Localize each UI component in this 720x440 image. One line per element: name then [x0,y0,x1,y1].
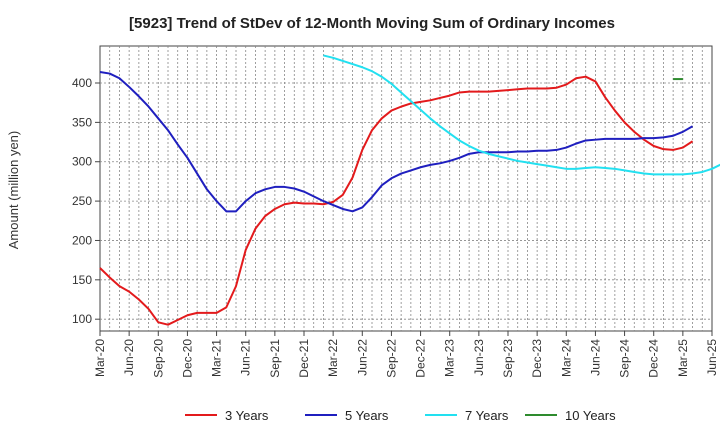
y-axis-ticks: 100 150 200 250 300 350 400 [72,76,100,326]
legend: 3 Years 5 Years 7 Years 10 Years [185,408,616,423]
y-tick-label: 100 [72,312,92,326]
legend-item-7-years: 7 Years [425,408,509,423]
x-tick-label: Mar-20 [93,339,107,377]
series-line-7-years [323,54,720,176]
series-line-3-years [99,75,694,326]
x-tick-label: Sep-24 [618,339,632,378]
y-tick-label: 300 [72,155,92,169]
x-tick-label: Jun-25 [705,339,719,376]
y-tick-label: 150 [72,273,92,287]
x-tick-label: Dec-23 [530,339,544,378]
x-tick-label: Sep-23 [501,339,515,378]
x-tick-label: Dec-24 [647,339,661,378]
x-tick-label: Mar-21 [210,339,224,377]
x-tick-label: Jun-24 [588,339,602,376]
legend-label: 5 Years [345,408,389,423]
legend-item-3-years: 3 Years [185,408,269,423]
x-tick-label: Mar-23 [443,339,457,377]
x-tick-label: Jun-20 [122,339,136,376]
x-tick-label: Dec-20 [180,339,194,378]
plot-area [99,45,713,332]
legend-label: 7 Years [465,408,509,423]
x-tick-label: Mar-24 [559,339,573,377]
x-tick-label: Mar-25 [676,339,690,377]
series-lines [99,54,720,326]
x-tick-label: Sep-22 [384,339,398,378]
y-tick-label: 400 [72,76,92,90]
legend-label: 10 Years [565,408,616,423]
y-axis-label: Amount (million yen) [6,131,21,250]
x-tick-label: Sep-21 [268,339,282,378]
x-tick-label: Jun-22 [355,339,369,376]
legend-item-10-years: 10 Years [525,408,616,423]
legend-label: 3 Years [225,408,269,423]
x-tick-label: Mar-22 [326,339,340,377]
x-tick-label: Jun-21 [239,339,253,376]
grid [100,46,712,331]
x-tick-label: Dec-21 [297,339,311,378]
y-tick-label: 200 [72,233,92,247]
y-tick-label: 350 [72,115,92,129]
y-tick-label: 250 [72,194,92,208]
legend-item-5-years: 5 Years [305,408,389,423]
x-tick-label: Jun-23 [472,339,486,376]
chart-title: [5923] Trend of StDev of 12-Month Moving… [129,15,615,32]
series-line-5-years [99,70,694,213]
x-tick-label: Sep-20 [151,339,165,378]
x-tick-label: Dec-22 [414,339,428,378]
x-axis-ticks: Mar-20 Jun-20 Sep-20 Dec-20 Mar-21 Jun-21 Sep-… [93,331,719,378]
